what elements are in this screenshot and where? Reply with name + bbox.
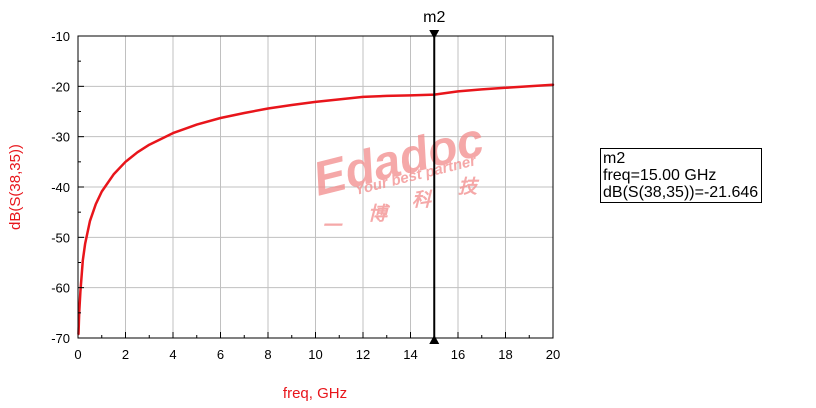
y-tick-label: -60 <box>51 281 70 296</box>
x-tick-label: 16 <box>451 347 465 362</box>
tick-layer: 0 2 4 6 8 10 12 14 16 18 20 -10 -20 -30 -40 -50 -60 -70 <box>51 29 560 362</box>
x-tick-label: 0 <box>74 347 81 362</box>
x-tick-label: 4 <box>169 347 176 362</box>
y-tick-label: -20 <box>51 79 70 94</box>
x-tick-label: 8 <box>264 347 271 362</box>
y-tick-label: -30 <box>51 130 70 145</box>
y-tick-label: -10 <box>51 29 70 44</box>
readout-frequency: freq=15.00 GHz <box>603 167 717 184</box>
y-tick-label: -50 <box>51 230 70 245</box>
watermark-char-1: 一 <box>322 216 343 237</box>
y-tick-label: -40 <box>51 180 70 195</box>
marker-m2[interactable]: m2 <box>423 9 445 344</box>
readout-marker-name: m2 <box>603 150 626 167</box>
x-tick-label: 14 <box>403 347 417 362</box>
x-tick-label: 18 <box>498 347 512 362</box>
marker-readout-box: m2 freq=15.00 GHz dB(S(38,35))=-21.646 <box>600 148 763 203</box>
marker-top-triangle[interactable] <box>429 30 440 39</box>
y-axis-title: dB(S(38,35)) <box>7 144 24 230</box>
watermark-char-4: 技 <box>458 176 480 198</box>
grid <box>78 36 553 338</box>
y-tick-label: -70 <box>51 331 70 346</box>
x-tick-label: 2 <box>122 347 129 362</box>
readout-value: dB(S(38,35))=-21.646 <box>603 184 759 201</box>
marker-label: m2 <box>423 9 445 26</box>
x-tick-label: 10 <box>308 347 322 362</box>
series-layer <box>77 83 555 336</box>
watermark-char-3: 科 <box>412 189 433 211</box>
x-tick-label: 20 <box>546 347 560 362</box>
x-tick-label: 12 <box>356 347 370 362</box>
watermark-char-2: 博 <box>368 203 391 225</box>
marker-bottom-triangle[interactable] <box>429 335 440 344</box>
x-axis-title: freq, GHz <box>283 385 347 402</box>
x-tick-label: 6 <box>217 347 224 362</box>
series-line-1 <box>77 83 555 336</box>
watermark: Edadoc Your best partner 一 博 科 技 <box>308 113 489 237</box>
